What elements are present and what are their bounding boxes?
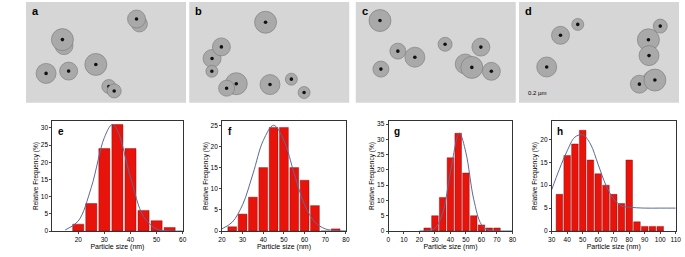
svg-text:g: g [394, 126, 400, 137]
svg-text:0: 0 [544, 227, 548, 234]
svg-text:50: 50 [462, 236, 470, 243]
svg-text:70: 70 [322, 236, 330, 243]
svg-text:30: 30 [41, 124, 49, 131]
svg-text:110: 110 [671, 236, 682, 243]
svg-text:15: 15 [211, 164, 219, 171]
svg-text:70: 70 [493, 236, 501, 243]
svg-text:50: 50 [280, 236, 288, 243]
svg-text:20: 20 [416, 236, 424, 243]
svg-text:Relative Frequency (%): Relative Frequency (%) [202, 142, 210, 210]
svg-text:0: 0 [44, 227, 48, 234]
svg-text:e: e [58, 126, 64, 137]
svg-text:10: 10 [211, 185, 219, 192]
svg-text:70: 70 [610, 236, 618, 243]
svg-text:d: d [525, 5, 532, 17]
svg-text:20: 20 [41, 159, 49, 166]
svg-text:b: b [195, 5, 202, 17]
svg-text:20: 20 [540, 136, 548, 143]
svg-text:5: 5 [381, 212, 385, 219]
svg-text:5: 5 [544, 204, 548, 211]
svg-text:60: 60 [301, 236, 309, 243]
svg-text:c: c [362, 5, 368, 17]
svg-text:30: 30 [431, 236, 439, 243]
svg-text:20: 20 [211, 143, 219, 150]
svg-text:0: 0 [214, 227, 218, 234]
svg-text:25: 25 [41, 141, 49, 148]
svg-text:10: 10 [400, 236, 408, 243]
svg-text:0.2 µm: 0.2 µm [528, 90, 546, 96]
svg-text:a: a [32, 5, 39, 17]
svg-text:90: 90 [641, 236, 649, 243]
svg-text:10: 10 [41, 193, 49, 200]
svg-text:Relative Frequency (%): Relative Frequency (%) [32, 142, 40, 210]
svg-text:15: 15 [540, 159, 548, 166]
svg-text:40: 40 [127, 236, 135, 243]
svg-text:h: h [557, 126, 563, 137]
svg-text:Particle size (nm): Particle size (nm) [90, 243, 144, 251]
svg-text:0: 0 [381, 227, 385, 234]
svg-text:5: 5 [44, 210, 48, 217]
svg-text:30: 30 [101, 236, 109, 243]
svg-text:60: 60 [179, 236, 187, 243]
svg-text:40: 40 [260, 236, 268, 243]
svg-text:60: 60 [478, 236, 486, 243]
svg-text:30: 30 [377, 136, 385, 143]
svg-text:Relative Frequency (%): Relative Frequency (%) [531, 142, 539, 210]
svg-text:40: 40 [447, 236, 455, 243]
svg-text:25: 25 [211, 122, 219, 129]
svg-text:80: 80 [342, 236, 350, 243]
svg-text:25: 25 [377, 151, 385, 158]
svg-text:Particle size (nm): Particle size (nm) [423, 243, 477, 251]
svg-text:5: 5 [214, 206, 218, 213]
svg-text:100: 100 [655, 236, 666, 243]
svg-text:80: 80 [626, 236, 634, 243]
svg-text:20: 20 [218, 236, 226, 243]
svg-text:10: 10 [377, 197, 385, 204]
svg-text:Particle size (nm): Particle size (nm) [257, 243, 311, 251]
svg-text:50: 50 [579, 236, 587, 243]
svg-text:Relative Frequency (%): Relative Frequency (%) [368, 142, 376, 210]
svg-text:15: 15 [377, 181, 385, 188]
svg-text:50: 50 [153, 236, 161, 243]
svg-text:Particle size (nm): Particle size (nm) [587, 243, 641, 251]
svg-text:80: 80 [509, 236, 517, 243]
svg-text:10: 10 [540, 181, 548, 188]
svg-text:20: 20 [75, 236, 83, 243]
svg-text:30: 30 [239, 236, 247, 243]
svg-text:20: 20 [377, 166, 385, 173]
svg-text:35: 35 [377, 120, 385, 127]
svg-text:60: 60 [595, 236, 603, 243]
svg-text:40: 40 [564, 236, 572, 243]
svg-text:15: 15 [41, 176, 49, 183]
svg-text:f: f [228, 126, 232, 137]
svg-text:0: 0 [387, 236, 391, 243]
svg-text:30: 30 [548, 236, 556, 243]
